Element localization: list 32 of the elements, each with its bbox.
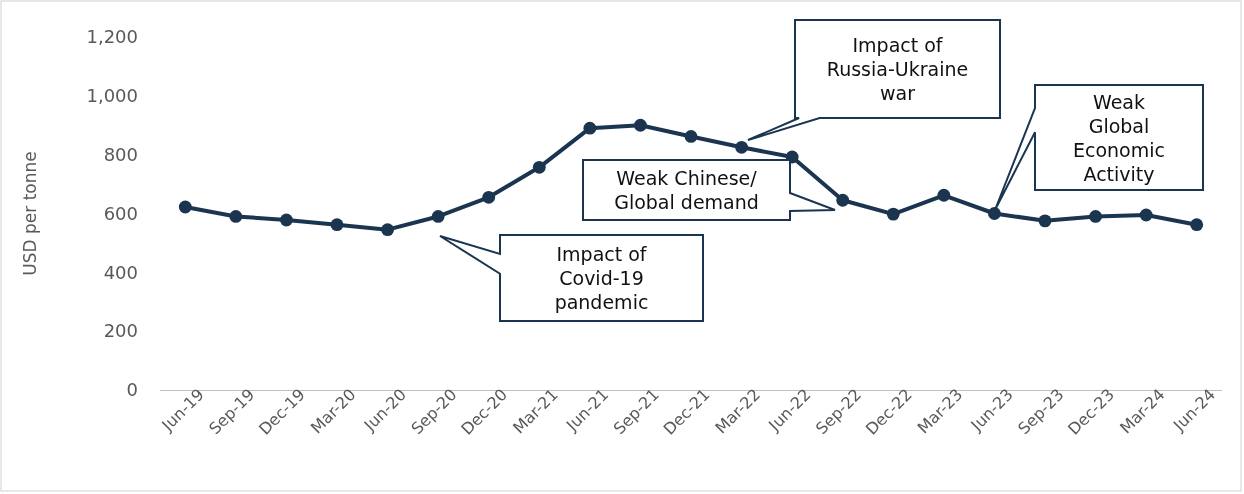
point [1038,214,1052,228]
point [178,200,192,214]
point [886,207,900,221]
point [684,130,698,143]
point [280,213,293,227]
annotation: Impact of Russia-Ukraine war [826,34,969,104]
point [1139,208,1153,222]
annotation: Impact of Covid-19 pandemic [554,243,649,313]
point [937,188,951,202]
y-tick-label: 200 [103,320,138,342]
point [482,190,496,204]
point [330,218,344,232]
y-tick-label: 600 [103,202,138,224]
point [836,193,850,207]
point [229,210,243,223]
y-tick-label: 1,000 [86,85,138,107]
point [381,223,394,237]
point [988,207,1001,220]
point [735,140,748,154]
y-tick-label: 0 [126,379,138,401]
point [583,121,597,135]
point [634,118,647,132]
y-axis-title: USD per tonne [20,151,40,276]
y-tick-label: 1,200 [86,26,138,48]
point [1089,210,1102,223]
annotation: Weak Global Economic Activity [1073,90,1165,185]
y-tick-label: 400 [103,261,138,283]
point [532,160,546,174]
point [1190,218,1204,232]
y-tick-label: 800 [103,143,138,165]
point [431,210,445,223]
annotation: Weak Chinese/ Global demand [614,167,759,213]
